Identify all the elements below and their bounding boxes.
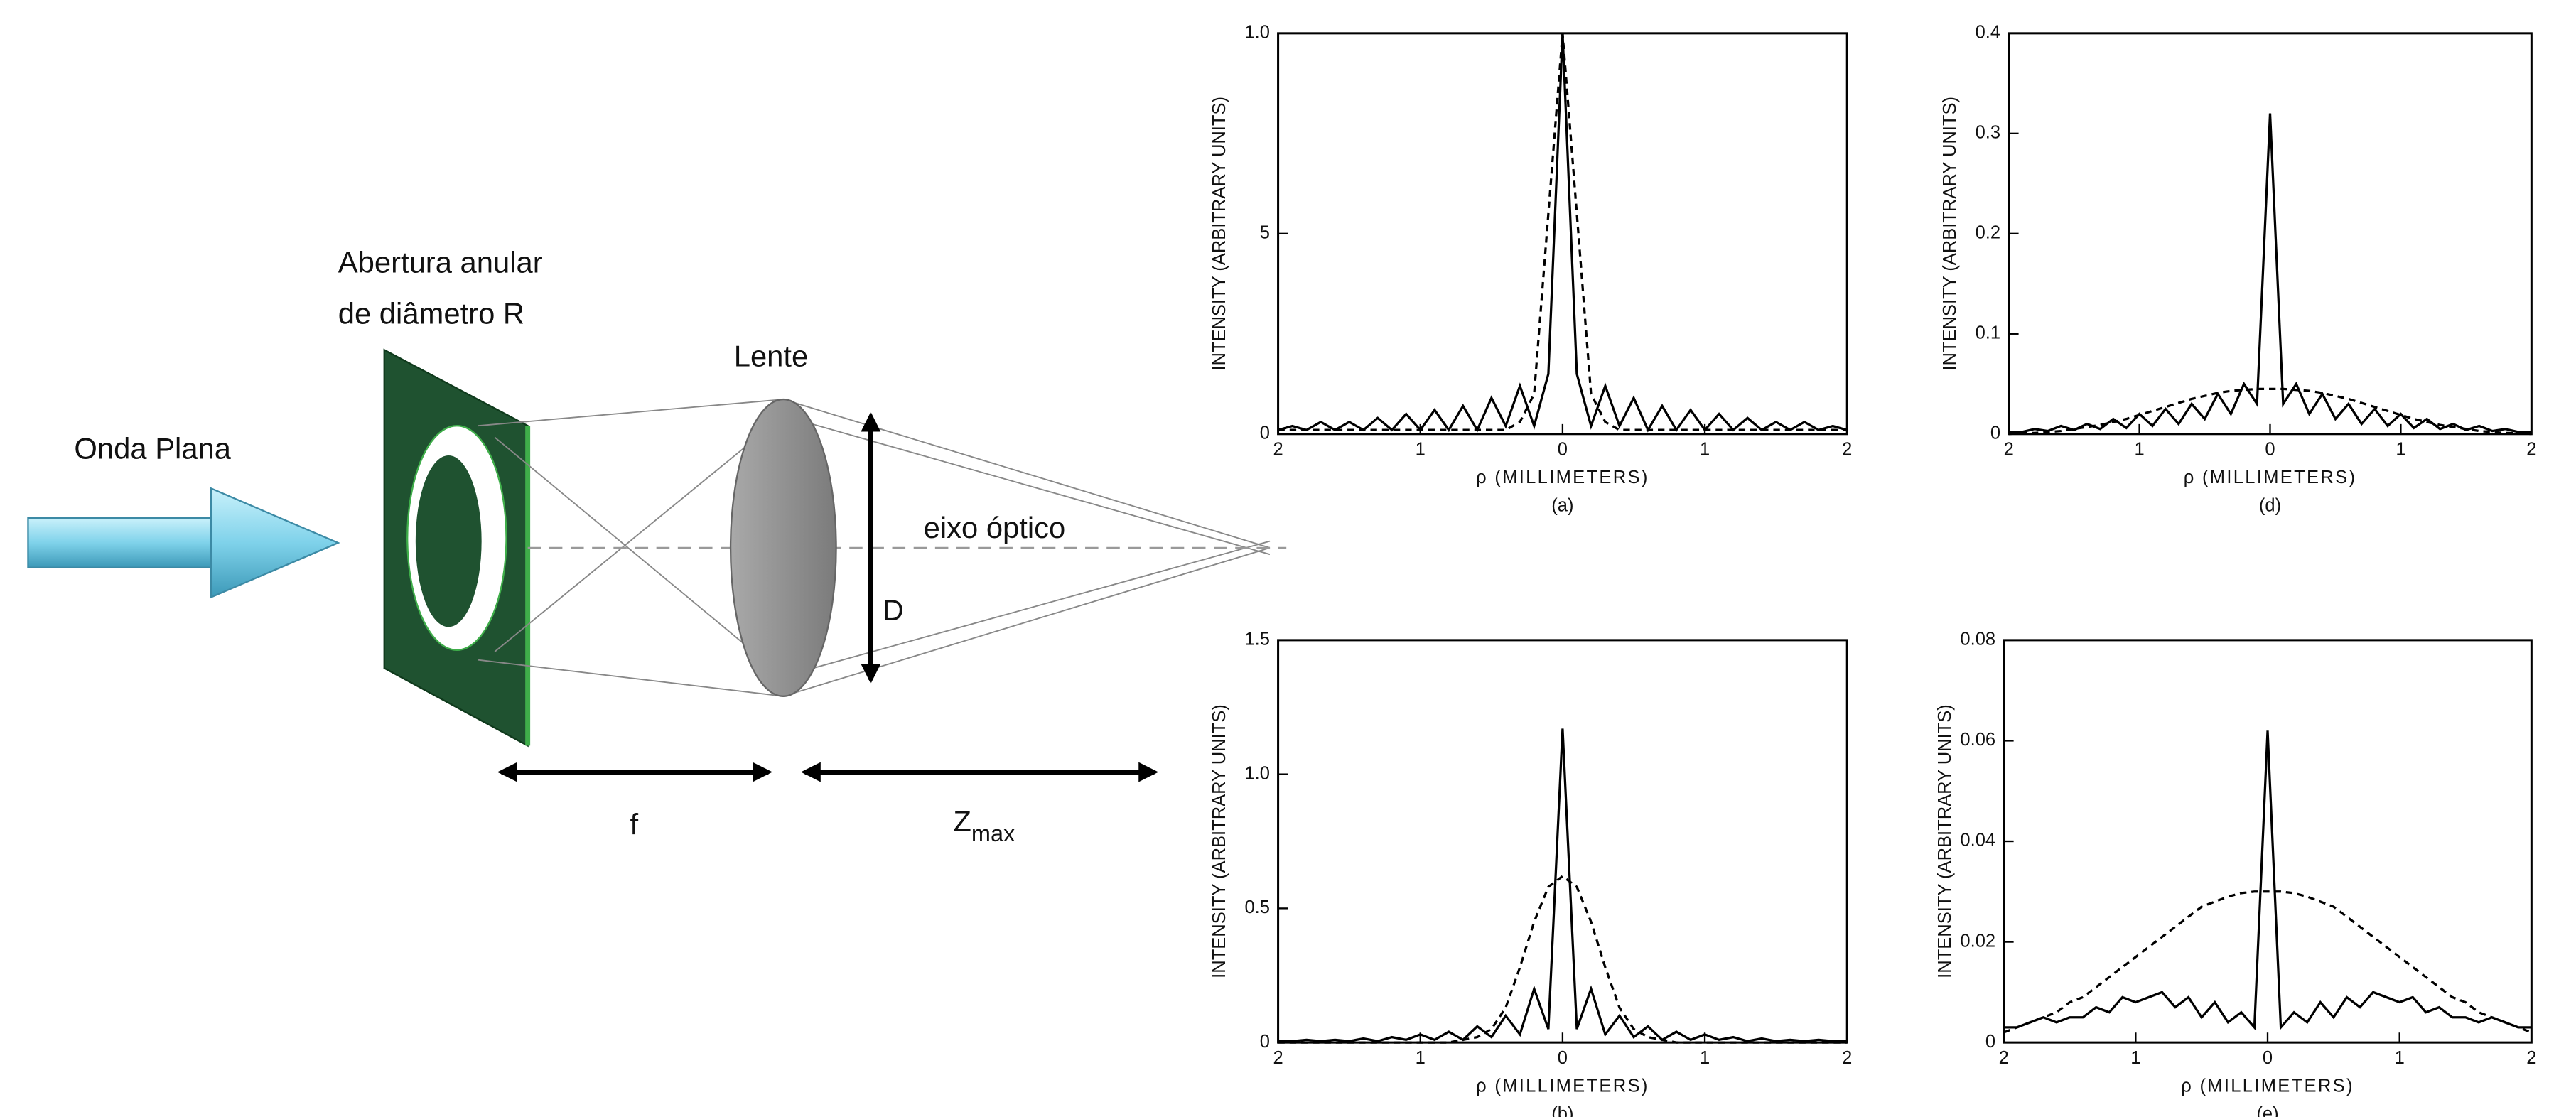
y-tick-label: 0.4 xyxy=(1976,23,2000,43)
x-tick-label: 2 xyxy=(1842,440,1852,460)
wave-arrow-shaft xyxy=(27,517,224,568)
series-line xyxy=(2008,387,2532,436)
diameter-label: D xyxy=(883,593,904,627)
x-tick-label: 1 xyxy=(2134,440,2144,460)
focal-label: f xyxy=(630,808,639,841)
y-tick-label: 0 xyxy=(1260,423,1270,443)
y-tick-label: 5 xyxy=(1260,223,1270,243)
wave-arrow-head xyxy=(210,487,340,599)
x-tick-label: 2 xyxy=(2526,1048,2536,1068)
y-tick-label: 0.08 xyxy=(1960,630,1995,649)
series-line xyxy=(1278,33,1848,431)
plot-frame xyxy=(1277,639,1848,1044)
lens-label: Lente xyxy=(734,340,809,373)
zmax-main: Z xyxy=(953,804,971,838)
wave-label: Onda Plana xyxy=(74,432,231,465)
y-axis-label: INTENSITY (ARBITRARY UNITS) xyxy=(1209,704,1229,978)
aperture-center xyxy=(415,455,482,627)
x-tick-label: 2 xyxy=(1273,1048,1283,1068)
y-tick-label: 1.0 xyxy=(1244,763,1269,783)
x-tick-label: 0 xyxy=(1558,440,1568,460)
x-axis-label: ρ (MILLIMETERS) xyxy=(1476,468,1649,487)
series-line xyxy=(1278,728,1848,1042)
lens xyxy=(729,398,837,697)
y-tick-label: 0.04 xyxy=(1960,831,1995,851)
diagram: Onda Plana Abertura anular de diâmetro R… xyxy=(27,245,1287,846)
y-tick-label: 1.0 xyxy=(1244,23,1269,43)
series-line xyxy=(1278,875,1848,1044)
caption: (d) xyxy=(2259,496,2281,516)
x-tick-label: 1 xyxy=(2395,1048,2405,1068)
y-tick-label: 0.06 xyxy=(1960,730,1995,750)
x-tick-label: 1 xyxy=(1416,1048,1426,1068)
x-axis-label: ρ (MILLIMETERS) xyxy=(1476,1076,1649,1096)
zmax-sub: max xyxy=(971,821,1015,846)
zmax-label: Zmax xyxy=(953,804,1015,846)
x-tick-label: 2 xyxy=(2004,440,2014,460)
series-line xyxy=(2008,113,2532,433)
x-tick-label: 1 xyxy=(2396,440,2405,460)
series-line xyxy=(2003,730,2532,1031)
y-axis-label: INTENSITY (ARBITRARY UNITS) xyxy=(1935,704,1955,978)
y-tick-label: 0 xyxy=(1260,1032,1270,1052)
x-tick-label: 2 xyxy=(1842,1048,1852,1068)
x-tick-label: 2 xyxy=(1999,1048,2009,1068)
y-axis-label: INTENSITY (ARBITRARY UNITS) xyxy=(1940,97,1960,371)
y-tick-label: 1.5 xyxy=(1244,630,1269,649)
x-tick-label: 1 xyxy=(1416,440,1426,460)
x-tick-label: 0 xyxy=(2263,1048,2273,1068)
caption: (b) xyxy=(1551,1104,1573,1117)
plot-frame xyxy=(2008,32,2533,436)
rays xyxy=(478,399,1271,697)
axis-label: eixo óptico xyxy=(924,511,1066,544)
y-axis-label: INTENSITY (ARBITRARY UNITS) xyxy=(1209,97,1229,371)
y-tick-label: 0 xyxy=(1990,423,2000,443)
y-tick-label: 0 xyxy=(1985,1032,1995,1052)
y-tick-label: 0.5 xyxy=(1244,897,1269,917)
x-tick-label: 2 xyxy=(2526,440,2536,460)
x-tick-label: 1 xyxy=(2130,1048,2140,1068)
caption: (e) xyxy=(2256,1104,2278,1117)
y-tick-label: 0.02 xyxy=(1960,931,1995,951)
x-tick-label: 0 xyxy=(2265,440,2275,460)
x-axis-label: ρ (MILLIMETERS) xyxy=(2184,468,2357,487)
aperture-label: Abertura anular xyxy=(338,245,543,279)
x-tick-label: 1 xyxy=(1700,1048,1710,1068)
y-tick-label: 0.2 xyxy=(1976,223,2000,243)
aperture-label: de diâmetro R xyxy=(338,296,524,330)
caption: (a) xyxy=(1551,496,1573,516)
series-line xyxy=(2003,890,2532,1034)
x-tick-label: 2 xyxy=(1273,440,1283,460)
y-tick-label: 0.3 xyxy=(1976,123,2000,143)
series-line xyxy=(1278,33,1848,433)
plot-frame xyxy=(2003,639,2533,1044)
y-tick-label: 0.1 xyxy=(1976,323,2000,343)
plot-frame xyxy=(1277,32,1848,436)
x-tick-label: 0 xyxy=(1558,1048,1568,1068)
x-tick-label: 1 xyxy=(1700,440,1710,460)
x-axis-label: ρ (MILLIMETERS) xyxy=(2181,1076,2354,1096)
